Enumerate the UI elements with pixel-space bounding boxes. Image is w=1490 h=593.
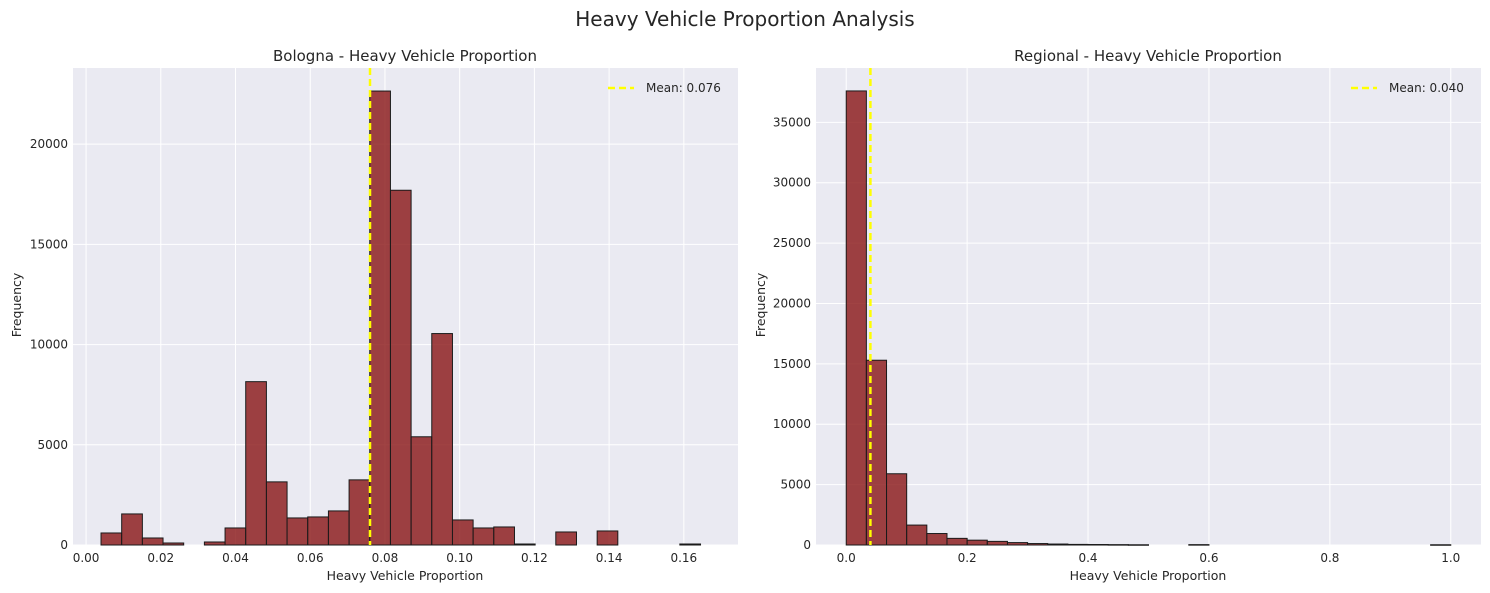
histogram-bar xyxy=(224,527,247,546)
x-tick-label: 0.06 xyxy=(297,551,324,565)
histogram-bar xyxy=(1047,543,1069,546)
x-tick-label: 0.0 xyxy=(837,551,856,565)
histogram-bar xyxy=(679,543,702,546)
histogram-bar xyxy=(431,333,453,546)
legend-label: Mean: 0.040 xyxy=(1389,81,1464,95)
histogram-bar xyxy=(986,540,1008,546)
histogram-bar xyxy=(1006,542,1029,546)
histogram-bar xyxy=(141,537,164,546)
histogram-bar xyxy=(162,542,185,546)
plot-background xyxy=(816,68,1481,545)
chart-panel-regional: Regional - Heavy Vehicle Proportion Heav… xyxy=(753,47,1481,583)
histogram-bar xyxy=(966,539,988,546)
histogram-bar xyxy=(906,524,928,546)
histogram-bar xyxy=(513,543,536,546)
histogram-bar xyxy=(1430,544,1452,546)
chart-panel-bologna: Bologna - Heavy Vehicle Proportion Heavy… xyxy=(9,47,738,583)
legend-label: Mean: 0.076 xyxy=(646,81,721,95)
panel-title: Bologna - Heavy Vehicle Proportion xyxy=(273,47,537,65)
histogram-bar xyxy=(1107,544,1129,546)
histogram-bar xyxy=(100,532,123,546)
histogram-bar xyxy=(1188,544,1210,546)
histogram-bar xyxy=(451,519,474,546)
histogram-bar xyxy=(845,90,867,546)
y-tick-label: 15000 xyxy=(773,357,811,371)
histogram-bar xyxy=(327,510,350,546)
histogram-bar xyxy=(348,479,371,546)
x-tick-label: 0.10 xyxy=(446,551,473,565)
histogram-bar xyxy=(286,517,309,546)
histogram-bar xyxy=(946,537,968,546)
histogram-bar xyxy=(926,533,948,546)
y-tick-label: 0 xyxy=(803,538,811,552)
y-tick-label: 35000 xyxy=(773,115,811,129)
histogram-bar xyxy=(555,531,577,546)
y-tick-label: 0 xyxy=(60,538,68,552)
x-tick-label: 0.12 xyxy=(521,551,548,565)
histogram-bar xyxy=(472,527,495,546)
histogram-bar xyxy=(389,189,412,546)
x-tick-label: 0.00 xyxy=(73,551,100,565)
y-axis-label: Frequency xyxy=(753,272,768,337)
x-axis-label: Heavy Vehicle Proportion xyxy=(327,568,484,583)
x-tick-label: 0.04 xyxy=(222,551,249,565)
histogram-bar xyxy=(596,530,619,546)
panel-title: Regional - Heavy Vehicle Proportion xyxy=(1014,47,1282,65)
y-tick-label: 10000 xyxy=(30,338,68,352)
y-tick-label: 15000 xyxy=(30,237,68,251)
y-tick-label: 30000 xyxy=(773,176,811,190)
histogram-bar xyxy=(245,381,267,546)
histogram-bar xyxy=(1127,544,1149,546)
x-tick-label: 1.0 xyxy=(1441,551,1460,565)
figure-title: Heavy Vehicle Proportion Analysis xyxy=(575,7,914,31)
x-tick-label: 0.02 xyxy=(147,551,174,565)
x-tick-label: 0.2 xyxy=(958,551,977,565)
histogram-bar xyxy=(1087,544,1109,546)
x-tick-label: 0.08 xyxy=(372,551,399,565)
histogram-bar xyxy=(307,516,329,546)
x-tick-label: 0.8 xyxy=(1320,551,1339,565)
x-tick-label: 0.16 xyxy=(670,551,697,565)
histogram-bar xyxy=(121,513,143,546)
y-tick-label: 20000 xyxy=(30,137,68,151)
histogram-bar xyxy=(369,90,391,546)
y-tick-label: 25000 xyxy=(773,236,811,250)
histogram-bar xyxy=(493,526,515,546)
y-tick-label: 5000 xyxy=(780,478,811,492)
y-axis-label: Frequency xyxy=(9,272,24,337)
y-tick-label: 5000 xyxy=(37,438,68,452)
x-tick-label: 0.14 xyxy=(596,551,623,565)
x-tick-label: 0.6 xyxy=(1199,551,1218,565)
x-tick-label: 0.4 xyxy=(1078,551,1097,565)
y-tick-label: 20000 xyxy=(773,296,811,310)
histogram-bar xyxy=(1067,543,1089,546)
histogram-bar xyxy=(1027,543,1049,546)
histogram-bar xyxy=(265,481,288,546)
histogram-bar xyxy=(203,541,226,546)
y-tick-label: 10000 xyxy=(773,417,811,431)
histogram-bar xyxy=(886,473,908,546)
histogram-bar xyxy=(410,436,433,546)
x-axis-label: Heavy Vehicle Proportion xyxy=(1070,568,1227,583)
